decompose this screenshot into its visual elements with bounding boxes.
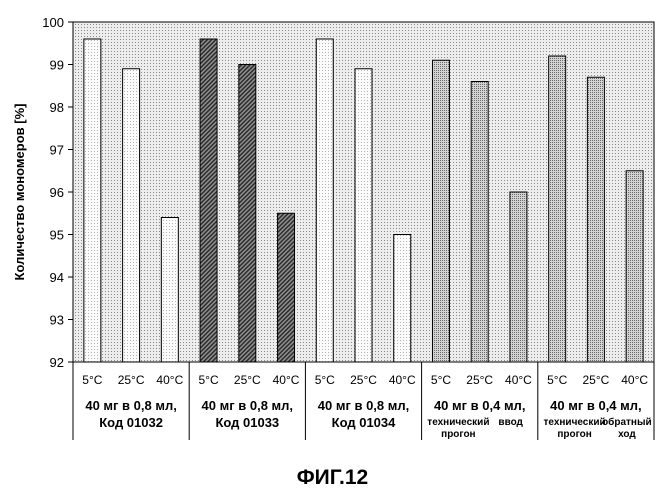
y-tick-label: 98 [50,100,64,115]
y-tick-label: 95 [50,228,64,243]
bar [548,55,567,363]
bar [354,68,373,363]
bar [83,38,102,363]
x-tick-label: 40°C [505,373,532,387]
bar [509,191,528,363]
group-sublabel: технический [427,417,489,428]
bars [83,38,644,363]
y-tick-label: 96 [50,185,64,200]
x-tick-label: 40°C [389,373,416,387]
group-label: 40 мг в 0,4 мл, [550,398,642,413]
x-tick-label: 25°C [466,373,493,387]
x-tick-label: 25°C [118,373,145,387]
x-tick-label: 5°C [82,373,102,387]
group-label: Код 01032 [99,415,163,430]
group-label: 40 мг в 0,8 мл, [202,398,294,413]
x-tick-label: 25°C [350,373,377,387]
x-tick-label: 5°C [547,373,567,387]
y-tick-label: 94 [50,270,64,285]
group-sublabel: прогон [557,429,591,440]
bar [586,76,605,363]
figure-caption: ФИГ.12 [296,466,369,489]
bar [431,59,450,363]
x-axis-labels: 5°C 25°C 40°C 5°C 25°C 40°C 5°C 25°C 40°C 5°C 25°C… [72,362,655,440]
group-sublabel: ход [618,429,636,440]
group-sublabel: прогон [441,429,475,440]
x-tick-label: 25°C [234,373,261,387]
y-tick-label: 97 [50,143,64,158]
bar [315,38,334,363]
bar [393,234,412,363]
x-tick-label: 40°C [156,373,183,387]
x-tick-label: 40°C [621,373,648,387]
group-label: Код 01033 [215,415,279,430]
y-tick-label: 93 [50,313,64,328]
x-tick-label: 5°C [198,373,218,387]
group-label: 40 мг в 0,8 мл, [318,398,410,413]
chart: 92 93 94 95 96 97 98 99 100 5°C 25°C 40°C 5°C 25°C 40… [12,15,655,440]
group-sublabel: обратный [602,416,652,428]
x-tick-label: 40°C [273,373,300,387]
x-tick-label: 25°C [582,373,609,387]
group-label: Код 01034 [332,415,396,430]
x-tick-label: 5°C [431,373,451,387]
bar [277,212,296,363]
group-label: 40 мг в 0,4 мл, [434,398,526,413]
bar [160,217,179,363]
bar [625,170,644,363]
group-sublabel: технический [544,417,606,428]
group-label: 40 мг в 0,8 мл, [85,398,177,413]
group-sublabel: ввод [498,417,523,428]
y-tick-label: 99 [50,58,64,73]
bar [470,81,489,363]
y-axis-title: Количество мономеров [%] [12,104,27,281]
x-tick-label: 5°C [315,373,335,387]
y-tick-label: 92 [50,355,64,370]
y-tick-label: 100 [42,15,64,30]
y-axis: 92 93 94 95 96 97 98 99 100 [42,15,73,370]
bar [199,38,218,363]
bar [122,68,141,363]
bar [238,64,257,363]
